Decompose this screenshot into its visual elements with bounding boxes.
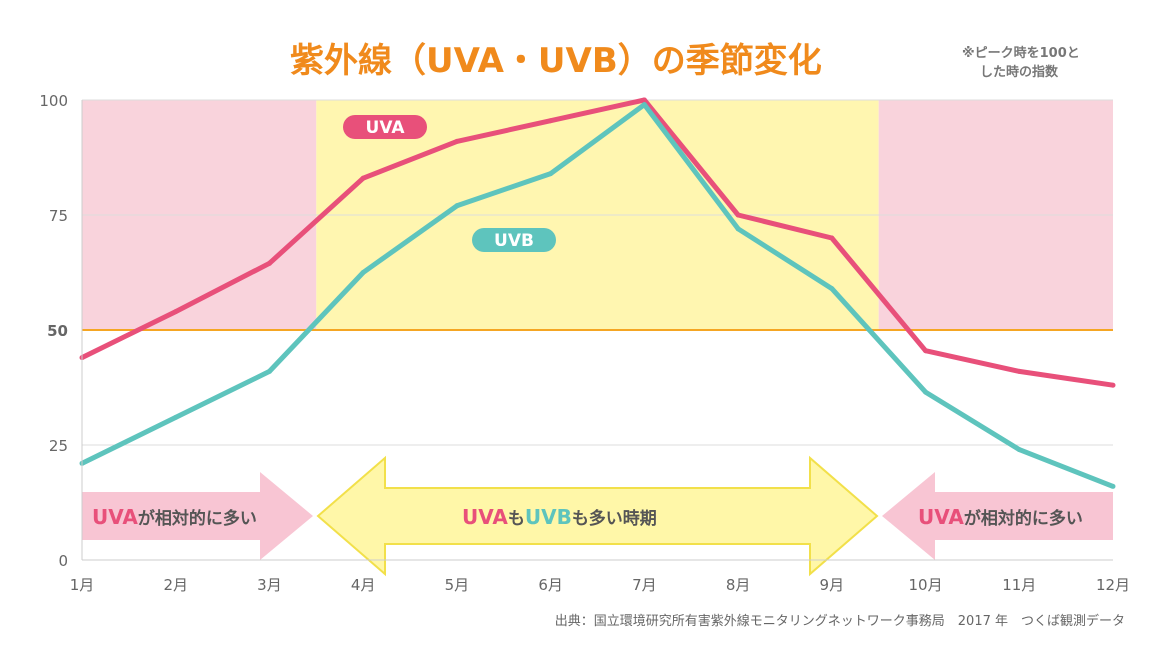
- y-tick-label: 75: [49, 207, 68, 225]
- uvb-point: [173, 414, 179, 420]
- x-tick-label: 3月: [257, 576, 282, 594]
- uvb-legend-pill: [472, 228, 556, 252]
- right-arrow-label: UVAが相対的に多い: [918, 505, 1083, 529]
- uvb-point: [266, 368, 272, 374]
- source-note: 出典：国立環境研究所有害紫外線モニタリングネットワーク事務局 2017 年 つく…: [555, 613, 1125, 629]
- uva-point: [173, 309, 179, 315]
- left-arrow: [82, 472, 313, 560]
- uva-legend-label: UVA: [366, 118, 406, 138]
- note-line-1: ※ピーク時を100と: [962, 45, 1080, 61]
- uva-point: [360, 175, 366, 181]
- x-tick-label: 8月: [726, 576, 751, 594]
- uva-line: [80, 97, 1114, 388]
- center-arrow: [316, 455, 879, 577]
- uvb-point: [735, 226, 741, 232]
- note-line-2: した時の指数: [980, 64, 1059, 80]
- x-tick-label: 4月: [351, 576, 376, 594]
- x-tick-label: 11月: [1002, 576, 1036, 594]
- right-arrow: [882, 472, 1113, 560]
- uva-point: [923, 348, 929, 354]
- x-tick-label: 6月: [538, 576, 563, 594]
- uvb-point: [1110, 483, 1116, 489]
- uva-point: [641, 97, 647, 103]
- uva-point: [1016, 368, 1022, 374]
- uva-point: [266, 260, 272, 266]
- y-tick-label: 0: [58, 552, 68, 570]
- uvb-legend-label: UVB: [494, 231, 534, 251]
- uva-legend-pill: [343, 115, 427, 139]
- y-tick-label: 50: [47, 322, 68, 340]
- left-arrow-label: UVAが相対的に多い: [92, 505, 257, 529]
- chart-title: 紫外線（UVA・UVB）の季節変化: [290, 41, 822, 81]
- x-tick-label: 1月: [70, 576, 95, 594]
- uvb-point: [360, 270, 366, 275]
- uvb-point: [829, 286, 835, 292]
- x-tick-label: 2月: [163, 576, 188, 594]
- uva-point: [735, 212, 741, 218]
- uvb-point: [923, 389, 929, 395]
- center-arrow-label: UVAもUVBも多い時期: [462, 505, 657, 529]
- uvb-point: [1016, 447, 1022, 453]
- uva-point: [829, 235, 835, 241]
- y-tick-label: 25: [49, 437, 68, 455]
- uvb-point: [454, 203, 460, 209]
- uva-point: [548, 118, 554, 124]
- uvb-line: [80, 102, 1114, 489]
- x-tick-label: 7月: [632, 576, 657, 594]
- uva-point: [454, 138, 460, 144]
- uva-point: [1110, 382, 1116, 388]
- x-tick-label: 12月: [1096, 576, 1130, 594]
- uvb-point: [548, 171, 554, 177]
- x-tick-label: 5月: [445, 576, 470, 594]
- uvb-point: [641, 102, 647, 108]
- x-tick-label: 10月: [908, 576, 942, 594]
- x-tick-label: 9月: [820, 576, 845, 594]
- y-tick-label: 100: [39, 92, 68, 110]
